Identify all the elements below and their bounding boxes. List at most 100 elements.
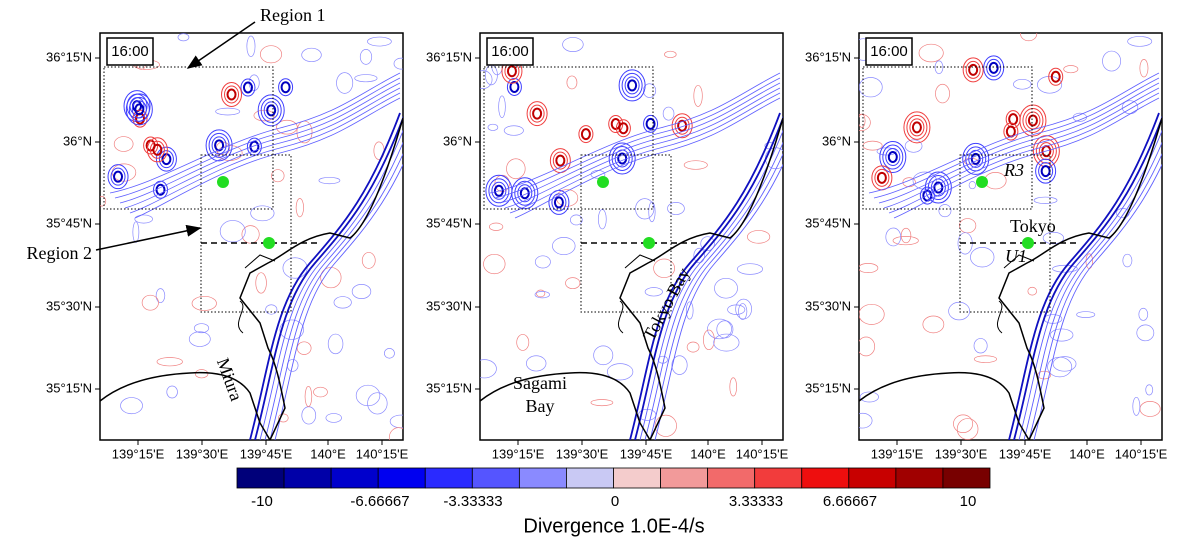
contour-loop <box>859 412 873 429</box>
colorbar-label: 0 <box>611 493 619 510</box>
lon-label: 139°45'E <box>240 446 293 461</box>
contour-loop <box>367 392 388 415</box>
contour-loop <box>642 83 657 98</box>
contour-loop <box>959 218 977 234</box>
lon-label: 139°30'E <box>556 446 609 461</box>
contour-loop <box>938 204 952 218</box>
contour-loop <box>278 413 289 423</box>
contour-loop <box>645 117 656 130</box>
contour-loop <box>922 315 945 334</box>
contour-loop <box>193 323 210 334</box>
contours <box>100 33 403 440</box>
region-label: Region 1 <box>260 5 326 25</box>
contour-loop <box>260 97 282 123</box>
contour-loop <box>483 253 506 275</box>
contour-loop <box>276 119 298 135</box>
contour-loop <box>100 196 107 207</box>
contour-loop <box>965 60 981 79</box>
contour-loop <box>529 104 545 123</box>
contour-loop <box>859 303 885 325</box>
contour-loop <box>113 136 134 152</box>
contour-loop <box>1035 158 1057 184</box>
contour-loop <box>973 355 998 363</box>
colorbar-title: Divergence 1.0E-4/s <box>523 515 704 537</box>
contour-loop <box>246 35 256 58</box>
contour-loop <box>333 296 352 309</box>
contour-loop <box>653 258 676 278</box>
contour-loop <box>155 146 177 172</box>
contour-loop <box>624 76 640 95</box>
contour-loop <box>191 295 217 311</box>
colorbar-swatch <box>236 467 285 489</box>
contour-loop <box>1019 104 1047 137</box>
contour-loop <box>738 303 748 320</box>
contour-loop <box>211 136 227 155</box>
contour-loop <box>988 61 999 74</box>
colorbar-swatch <box>330 467 379 489</box>
coastline <box>859 117 1162 440</box>
contour-loop <box>1013 78 1032 90</box>
contour-band <box>494 77 781 199</box>
contour-loop <box>644 287 663 297</box>
contour-loop <box>1038 162 1054 181</box>
colorbar-swatch <box>424 467 473 489</box>
time-box <box>486 37 534 66</box>
contour-loop <box>1102 50 1122 72</box>
coastline <box>617 254 656 334</box>
contour-loop <box>1027 114 1038 127</box>
contour-band <box>274 163 403 440</box>
contour-loop <box>859 336 876 357</box>
contour-band <box>514 97 781 219</box>
contour-band <box>259 129 403 440</box>
contour-loop <box>485 174 513 207</box>
contour-loop <box>301 47 322 63</box>
contour-loop <box>627 79 638 92</box>
contour-loop <box>149 140 165 159</box>
lat-label: 36°N <box>822 133 851 148</box>
contour-loop <box>249 140 260 153</box>
contour-loop <box>480 359 497 379</box>
contour-loop <box>902 177 916 188</box>
contour-loop <box>900 227 912 244</box>
contour-band <box>1013 115 1162 440</box>
colorbar-label: 6.66667 <box>823 493 877 510</box>
coastline <box>237 254 276 334</box>
lat-label: 35°30'N <box>426 298 472 313</box>
contour-loop <box>325 413 342 423</box>
contour-loop <box>562 37 584 53</box>
colorbar-label: -10 <box>251 493 273 510</box>
contour-loop <box>354 74 378 83</box>
contour-loop <box>532 107 543 120</box>
contour-loop <box>700 236 715 252</box>
colorbar-swatch <box>566 467 614 489</box>
contour-loop <box>553 196 564 209</box>
contour-loop <box>214 139 225 152</box>
colorbar: -10 -6.66667 -3.33333 0 3.33333 6.66667 10 <box>236 467 991 510</box>
lat-label: 36°15'N <box>46 49 92 64</box>
contour-loop <box>859 113 866 128</box>
colorbar-swatch <box>801 467 850 489</box>
colorbar-label: -6.66667 <box>350 493 409 510</box>
contour-loop <box>956 418 979 440</box>
contour-loop <box>156 357 183 367</box>
contour-loop <box>664 50 677 59</box>
contour-loop <box>240 78 256 97</box>
lon-label: 139°15'E <box>112 446 165 461</box>
contour-loop <box>327 333 344 355</box>
contour-loop <box>219 220 246 243</box>
site-marker <box>1022 237 1034 249</box>
contour-loop <box>565 277 581 290</box>
contour-loop <box>1022 107 1044 133</box>
contour-band <box>489 72 781 194</box>
contour-loop <box>859 77 883 98</box>
place-label: Bay <box>526 396 555 416</box>
lon-label: 140°15'E <box>1115 446 1168 461</box>
contour-loop <box>727 304 746 315</box>
contour-loop <box>534 291 550 299</box>
contour-loop <box>1003 122 1019 141</box>
place-label: Tokyo <box>1010 216 1056 236</box>
contour-band <box>119 82 401 204</box>
contour-loop <box>336 72 354 94</box>
contour-loop <box>134 214 153 224</box>
